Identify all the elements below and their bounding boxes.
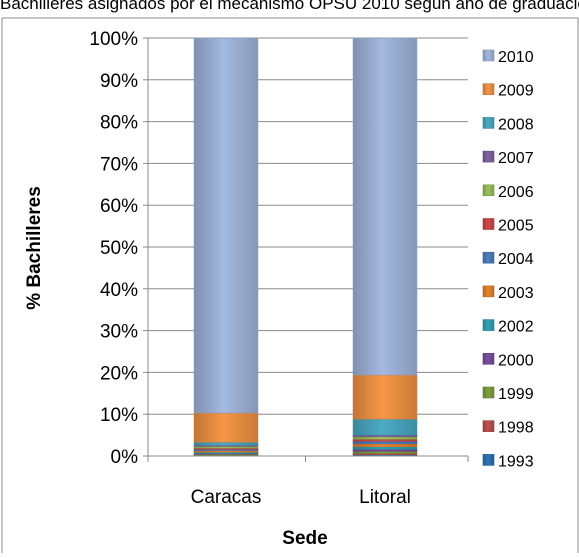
legend-label-2004: 2004 <box>498 251 534 268</box>
bar-segment-litoral-2007 <box>352 434 418 437</box>
x-axis-label: Sede <box>282 528 327 549</box>
legend-swatch-1998 <box>482 420 495 433</box>
legend-swatch-2000 <box>482 352 495 365</box>
axes: 0% 10% 20% 30% 40% 50% 60% 70% 80% 90% 100% Caracas… <box>89 29 469 508</box>
bar-segment-caracas-2003 <box>193 450 259 453</box>
chart-border <box>1 17 579 558</box>
bar-segment-litoral-2006 <box>352 436 418 440</box>
legend-swatch-2009 <box>482 83 495 95</box>
legend-swatch-1999 <box>482 386 495 399</box>
bar-segment-caracas-2006 <box>193 446 259 449</box>
y-tick-label: 40% <box>100 280 138 301</box>
legend-label-2005: 2005 <box>498 218 534 235</box>
y-tick-label: 60% <box>100 196 138 217</box>
legend-label-2003: 2003 <box>498 285 534 302</box>
bar-segment-litoral-2000 <box>352 449 418 452</box>
bar-segment-caracas-2010 <box>193 37 259 414</box>
legend-label-2010: 2010 <box>498 49 534 66</box>
bar-segment-litoral-2002 <box>352 446 418 450</box>
y-tick-label: 80% <box>100 113 138 134</box>
legend-swatch-2003 <box>482 285 495 298</box>
legend: 2010 2009 2008 2007 2006 2005 2004 2003 2002 2000… <box>482 49 534 470</box>
bar-segment-litoral-2004 <box>352 441 418 445</box>
legend-swatch-2005 <box>482 218 495 230</box>
bar-segment-litoral-2010 <box>352 37 418 376</box>
bar-segment-caracas-2008 <box>193 441 259 446</box>
legend-swatch-2006 <box>482 184 495 197</box>
legend-label-1993: 1993 <box>498 453 534 470</box>
legend-swatch-2007 <box>482 150 495 163</box>
chart-title: Bachilleres asignados por el mecanismo O… <box>0 0 579 13</box>
legend-label-2007: 2007 <box>498 150 534 167</box>
bar-segment-litoral-2003 <box>352 443 418 448</box>
bar-segment-caracas-2009 <box>193 412 259 443</box>
y-tick-label: 30% <box>100 322 138 343</box>
bars <box>193 37 418 457</box>
bar-segment-litoral-2005 <box>352 438 418 442</box>
legend-label-1998: 1998 <box>498 420 534 437</box>
legend-swatch-2010 <box>482 49 495 62</box>
legend-label-2002: 2002 <box>498 319 534 336</box>
y-tick-label: 10% <box>100 405 138 426</box>
legend-label-2000: 2000 <box>498 352 534 369</box>
legend-label-2008: 2008 <box>498 116 534 133</box>
legend-swatch-1993 <box>482 454 495 466</box>
y-tick-label: 70% <box>100 154 138 175</box>
bar-segment-litoral-1999 <box>352 451 418 454</box>
legend-label-2009: 2009 <box>498 83 534 100</box>
bar-segment-litoral-2008 <box>352 418 418 436</box>
y-tick-label: 20% <box>100 363 138 384</box>
legend-swatch-2002 <box>482 319 495 331</box>
legend-label-1999: 1999 <box>498 386 534 403</box>
x-tick-label: Litoral <box>359 487 411 508</box>
legend-swatch-2008 <box>482 117 495 129</box>
y-tick-label: 100% <box>89 29 138 50</box>
x-tick-label: Caracas <box>191 487 262 508</box>
y-tick-label: 90% <box>100 71 138 92</box>
y-axis-label: % Bachilleres <box>24 186 45 310</box>
legend-label-2006: 2006 <box>498 184 534 201</box>
y-tick-label: 0% <box>111 447 139 468</box>
y-tick-label: 50% <box>100 238 138 259</box>
legend-swatch-2004 <box>482 251 495 264</box>
bar-segment-litoral-2009 <box>352 374 418 420</box>
